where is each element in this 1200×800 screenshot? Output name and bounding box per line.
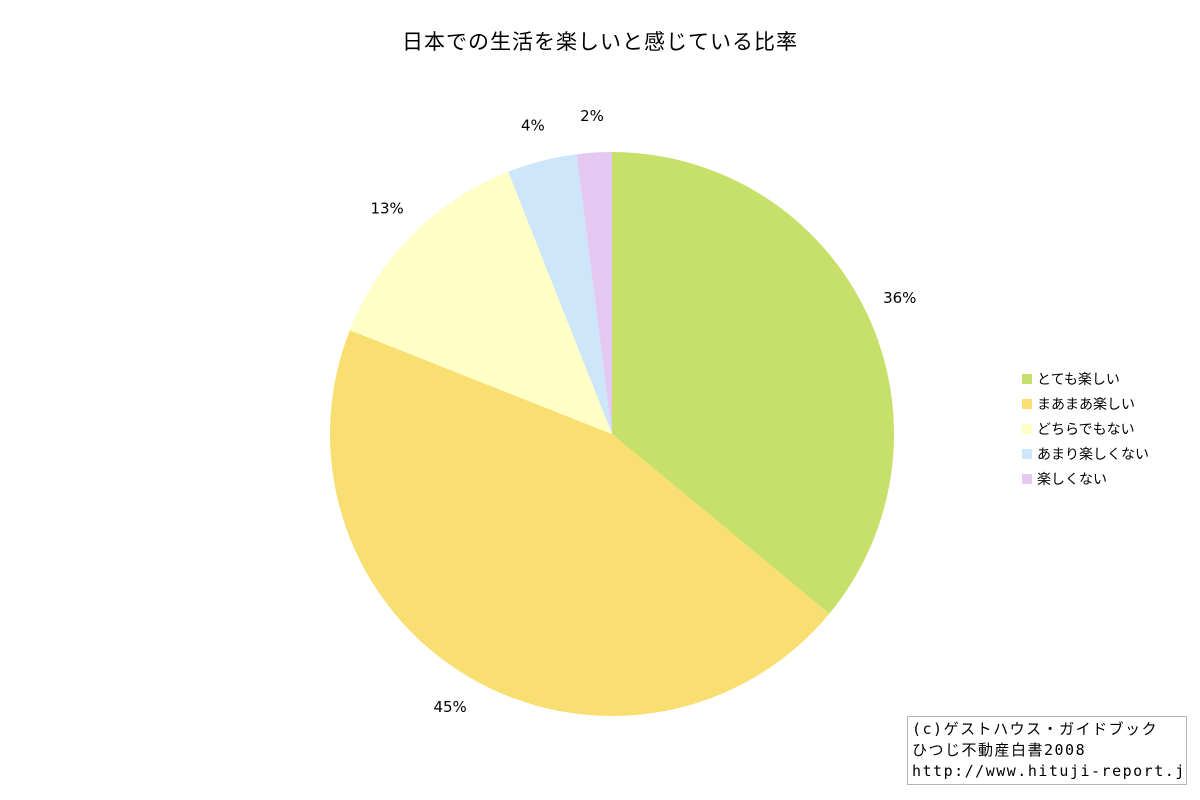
legend-label: あまり楽しくない [1037, 446, 1149, 463]
copyright-text: (c)ゲストハウス・ガイドブック [912, 720, 1159, 738]
pie-slices [330, 152, 894, 716]
legend-swatch [1022, 423, 1032, 434]
legend-swatch [1022, 373, 1032, 384]
website-url: http://www.hituji-report.jp/ [912, 762, 1187, 780]
pie-slice [349, 171, 612, 434]
legend-swatch [1022, 473, 1032, 484]
legend-item: どちらでもない [1022, 416, 1192, 441]
slice-value-label: 13% [370, 200, 403, 218]
legend: とても楽しい まあまあ楽しい どちらでもない あまり楽しくない 楽しくない [1022, 366, 1192, 491]
pie-value-labels: 36% 45% 13% 4% 2% [370, 107, 916, 716]
copyright-box: (c)ゲストハウス・ガイドブック ひつじ不動産白書2008 http://www… [907, 716, 1187, 785]
pie-slice [508, 154, 612, 435]
pie-slice [612, 152, 894, 614]
slice-value-label: 4% [521, 116, 545, 134]
slice-value-label: 45% [433, 698, 466, 716]
pie-slice [576, 152, 612, 434]
publication-name: ひつじ不動産白書2008 [912, 741, 1087, 759]
slice-value-label: 36% [883, 289, 916, 307]
chart-title: 日本での生活を楽しいと感じている比率 [402, 30, 798, 54]
legend-item: あまり楽しくない [1022, 441, 1192, 466]
legend-label: どちらでもない [1037, 421, 1135, 438]
legend-swatch [1022, 398, 1032, 409]
legend-label: 楽しくない [1037, 471, 1107, 488]
legend-label: まあまあ楽しい [1037, 396, 1135, 413]
legend-item: とても楽しい [1022, 366, 1192, 391]
slice-value-label: 2% [580, 107, 604, 125]
legend-item: 楽しくない [1022, 466, 1192, 491]
legend-label: とても楽しい [1037, 371, 1120, 388]
pie-slice [330, 330, 830, 716]
legend-item: まあまあ楽しい [1022, 391, 1192, 416]
legend-swatch [1022, 448, 1032, 459]
